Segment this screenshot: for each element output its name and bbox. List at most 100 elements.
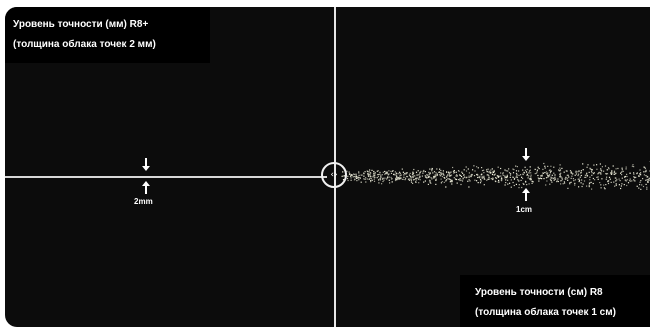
cloud-point [510, 173, 512, 175]
cloud-point [467, 180, 469, 182]
cloud-point [446, 176, 448, 178]
cloud-point [590, 171, 593, 173]
cloud-point [574, 182, 576, 184]
cloud-point [370, 181, 372, 183]
cloud-point [561, 178, 563, 180]
cloud-point [549, 169, 551, 171]
cloud-point [560, 176, 562, 178]
cloud-point [566, 177, 568, 179]
cloud-point [488, 171, 490, 173]
cloud-point [588, 184, 590, 186]
cloud-point [549, 174, 551, 176]
cloud-point [551, 174, 553, 176]
cloud-point [456, 178, 458, 181]
cloud-point [586, 174, 588, 176]
cloud-point [588, 186, 590, 188]
cloud-point [459, 174, 461, 176]
cloud-point [512, 181, 514, 184]
cloud-point [447, 178, 449, 180]
cloud-point [541, 178, 543, 180]
cloud-point [369, 177, 371, 179]
cloud-point [429, 182, 431, 184]
cloud-point [465, 170, 468, 172]
cloud-point [394, 179, 397, 182]
cloud-point [594, 179, 596, 181]
cloud-point [597, 176, 599, 178]
cloud-point [642, 185, 645, 188]
cloud-point [385, 171, 387, 173]
cloud-point [390, 172, 393, 174]
cloud-point [351, 174, 353, 176]
cloud-point [477, 174, 479, 176]
cloud-point [440, 182, 442, 184]
cloud-point [471, 173, 473, 176]
cloud-point [428, 180, 431, 182]
cloud-point [391, 178, 393, 180]
cloud-point [443, 174, 445, 176]
cloud-point [603, 184, 605, 186]
cloud-point [410, 178, 412, 180]
cloud-point [490, 171, 492, 173]
cloud-point [516, 166, 518, 168]
cloud-point [405, 173, 407, 175]
cloud-point [386, 178, 388, 180]
cloud-point [396, 176, 398, 178]
cloud-point [347, 175, 349, 177]
cloud-point [549, 178, 551, 180]
cloud-point [393, 173, 395, 176]
cloud-point [639, 173, 641, 175]
cloud-point [551, 177, 553, 179]
cloud-point [502, 172, 504, 174]
cloud-point [448, 178, 450, 180]
cloud-point [460, 179, 462, 181]
cloud-point [610, 181, 612, 183]
cloud-point [440, 172, 442, 174]
cloud-point [615, 183, 617, 185]
cloud-point [431, 170, 433, 172]
cloud-point [613, 181, 615, 183]
cloud-point [525, 180, 527, 182]
split-arrows-icon[interactable]: ‹› [321, 162, 347, 188]
cloud-point [352, 176, 354, 178]
cloud-point [643, 171, 645, 173]
cloud-point [606, 176, 608, 178]
cloud-point [497, 166, 499, 168]
cloud-point [440, 169, 442, 172]
cloud-point [350, 175, 352, 177]
cloud-point [544, 165, 546, 167]
cloud-point [624, 176, 626, 178]
cloud-point [571, 175, 573, 177]
cloud-point [560, 180, 562, 182]
cloud-point [518, 170, 520, 172]
cloud-point [383, 179, 385, 181]
cloud-point [382, 177, 384, 179]
cloud-point [624, 175, 627, 178]
cloud-point [585, 176, 587, 178]
cloud-point [481, 173, 483, 175]
cloud-point [580, 172, 582, 174]
cloud-point [411, 173, 414, 175]
arrow-down-icon [142, 158, 150, 171]
cloud-point [397, 173, 399, 175]
cloud-point [369, 173, 371, 176]
cloud-point [453, 177, 455, 179]
cloud-point [384, 170, 386, 173]
cloud-point [462, 178, 464, 180]
cloud-point [564, 178, 566, 180]
cloud-point [603, 187, 605, 189]
cloud-point [522, 173, 524, 176]
cloud-point [516, 176, 518, 179]
cloud-point [445, 179, 448, 181]
cloud-point [564, 182, 566, 184]
cloud-point [574, 184, 576, 186]
cloud-point [404, 179, 406, 181]
cloud-point [615, 180, 617, 182]
cloud-point [409, 172, 411, 174]
cloud-point [379, 173, 381, 175]
cloud-point [486, 171, 488, 173]
cloud-point [453, 170, 455, 172]
cloud-point [540, 175, 542, 177]
cloud-point [582, 169, 584, 171]
cloud-point [624, 176, 626, 178]
cloud-point [570, 171, 572, 173]
